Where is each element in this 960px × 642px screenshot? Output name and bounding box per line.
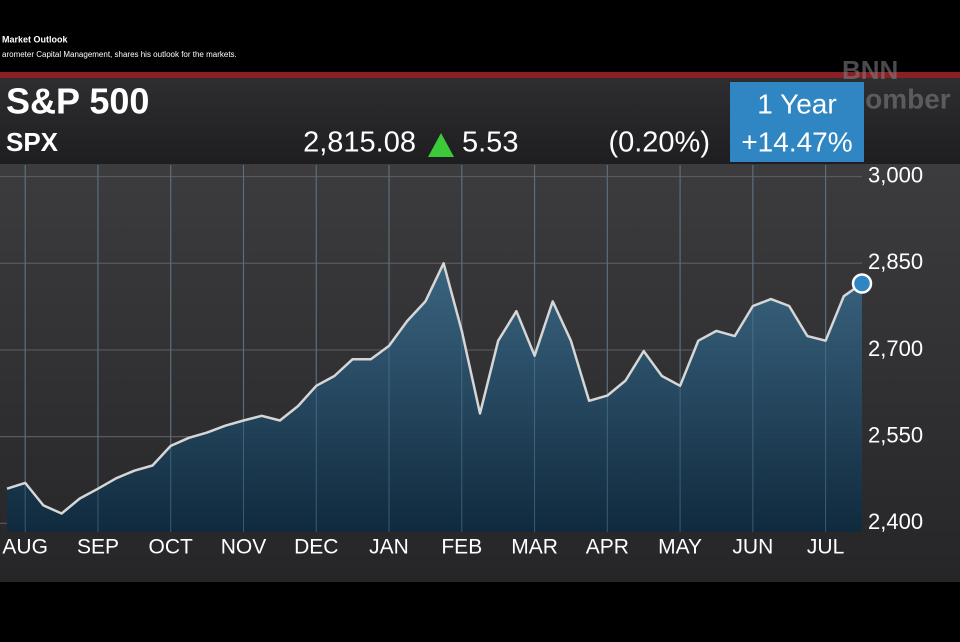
x-tick-label: JUN	[732, 536, 773, 559]
y-tick-label: 2,550	[868, 422, 923, 447]
y-tick-label: 2,400	[868, 509, 923, 534]
caption-text: arometer Capital Management, shares his …	[2, 50, 237, 59]
price: 2,815.08	[303, 127, 416, 159]
watermark: BNN	[842, 55, 898, 85]
period-box	[730, 82, 864, 162]
y-tick-label: 2,700	[868, 336, 923, 361]
change-pct: (0.20%)	[608, 127, 710, 159]
area	[7, 263, 862, 532]
period-change: +14.47%	[741, 126, 852, 157]
bottom-bar	[0, 582, 960, 642]
caption-title: Market Outlook	[2, 34, 69, 44]
x-tick-label: MAR	[511, 536, 558, 559]
x-tick-label: JUL	[807, 536, 844, 559]
up-arrow	[428, 133, 454, 157]
chart-title: S&P 500	[6, 81, 149, 122]
x-tick-label: FEB	[441, 536, 482, 559]
change: 5.53	[462, 127, 518, 159]
x-tick-label: MAY	[658, 536, 702, 559]
plot: 2,400 2,550 2,700 2,850 3,000 AUG SEP OCT NOV DEC…	[0, 162, 923, 559]
x-tick-label: OCT	[149, 536, 194, 559]
last-point	[851, 273, 873, 294]
y-tick-label: 2,850	[868, 249, 923, 274]
x-tick-label: NOV	[221, 536, 267, 559]
chart-subtitle: SPX	[6, 127, 59, 157]
x-tick-label: AUG	[2, 536, 48, 559]
y-tick-label: 3,000	[868, 162, 923, 187]
x-tick-label: APR	[586, 536, 629, 559]
red-bar	[0, 72, 960, 78]
x-tick-label: JAN	[369, 536, 409, 559]
period: 1 Year	[757, 88, 836, 119]
x-tick-label: DEC	[294, 536, 338, 559]
line	[6, 262, 863, 515]
x-tick-label: SEP	[77, 536, 119, 559]
